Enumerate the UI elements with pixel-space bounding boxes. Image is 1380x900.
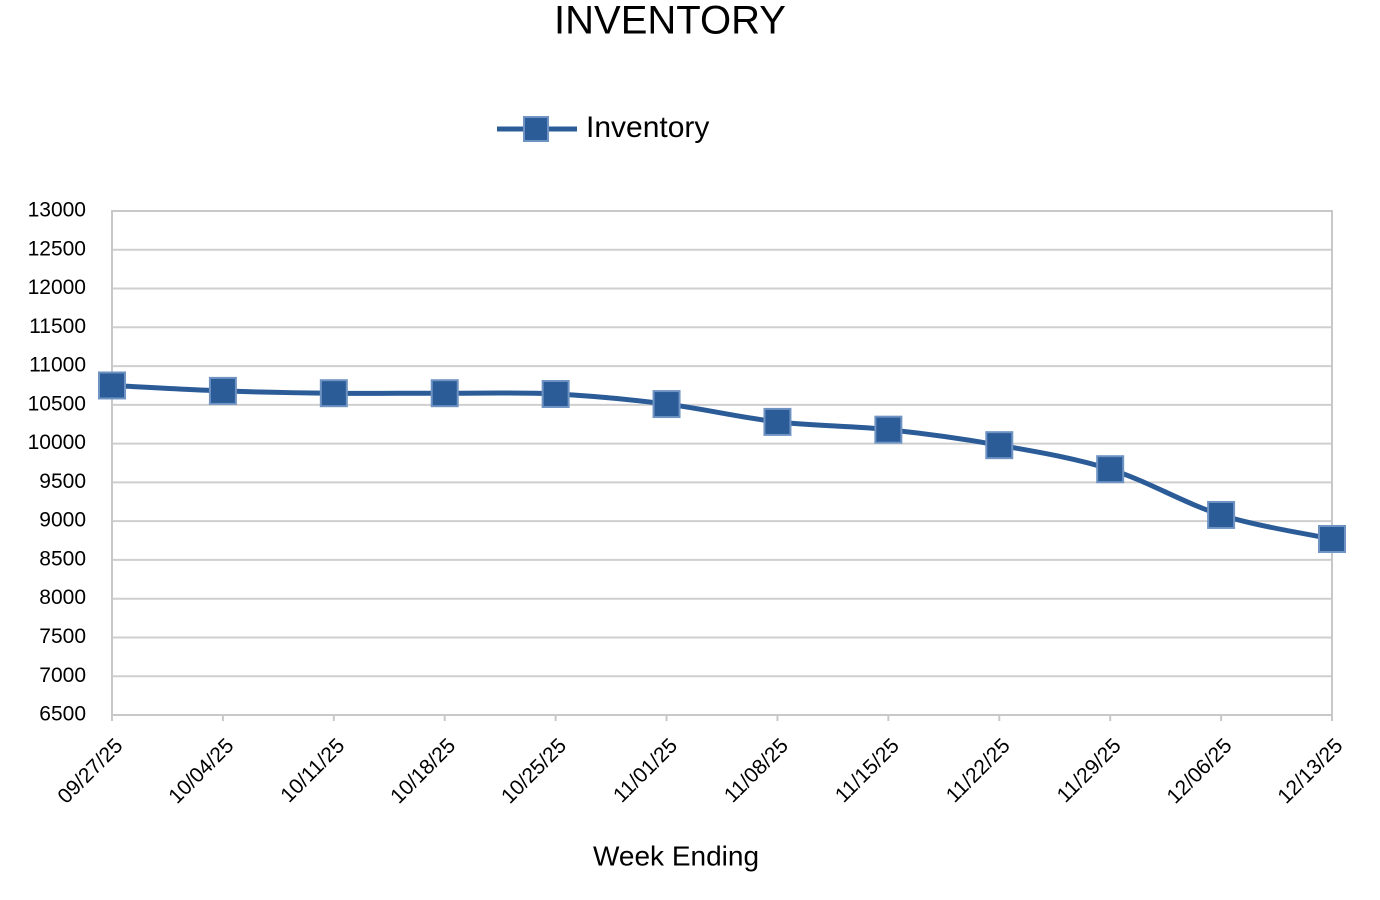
y-tick-label: 8000	[39, 586, 86, 609]
y-tick-label: 11000	[29, 354, 86, 377]
y-tick-label: 12000	[28, 276, 86, 299]
y-tick-label: 9000	[39, 509, 86, 532]
legend-label: Inventory	[586, 111, 709, 144]
x-tick-label: 11/29/25	[1053, 734, 1126, 807]
x-tick-label: 12/06/25	[1162, 734, 1236, 808]
marker	[1096, 455, 1125, 484]
y-tick-label: 11500	[29, 315, 86, 338]
marker	[430, 379, 459, 408]
y-tick-label: 13000	[28, 199, 86, 222]
x-tick-label: 09/27/25	[53, 734, 127, 808]
y-tick-label: 10500	[28, 392, 86, 415]
x-tick-label: 10/11/25	[276, 734, 349, 807]
marker	[874, 415, 903, 444]
marker	[652, 390, 681, 419]
x-tick-label: 10/04/25	[164, 734, 238, 808]
y-tick-label: 8500	[39, 547, 86, 570]
line	[111, 382, 1333, 542]
x-tick-label: 11/22/25	[942, 734, 1015, 807]
y-tick-label: 7500	[39, 625, 86, 648]
marker	[763, 407, 792, 436]
x-axis-title: Week Ending	[593, 840, 759, 871]
x-tick-label: 10/25/25	[497, 734, 571, 808]
plot-border	[111, 210, 1333, 716]
x-tick-label: 12/13/25	[1273, 734, 1347, 808]
legend-marker	[523, 116, 549, 142]
y-tick-label: 9500	[39, 470, 86, 493]
marker	[98, 371, 126, 400]
x-tick-label: 10/18/25	[386, 734, 460, 808]
marker	[208, 376, 237, 405]
chart-title: INVENTORY	[554, 0, 786, 43]
x-tick-label: 11/15/25	[831, 734, 904, 807]
marker	[541, 379, 570, 408]
x-tick-label: 11/08/25	[720, 734, 793, 807]
y-tick-label: 7000	[39, 664, 86, 687]
y-tick-label: 6500	[39, 703, 86, 726]
y-tick-label: 10000	[28, 431, 86, 454]
marker	[319, 379, 348, 408]
x-tick-label: 11/01/25	[609, 734, 682, 807]
marker	[985, 431, 1014, 460]
y-tick-label: 12500	[28, 237, 86, 260]
marker	[1207, 500, 1236, 529]
marker	[1318, 524, 1346, 553]
